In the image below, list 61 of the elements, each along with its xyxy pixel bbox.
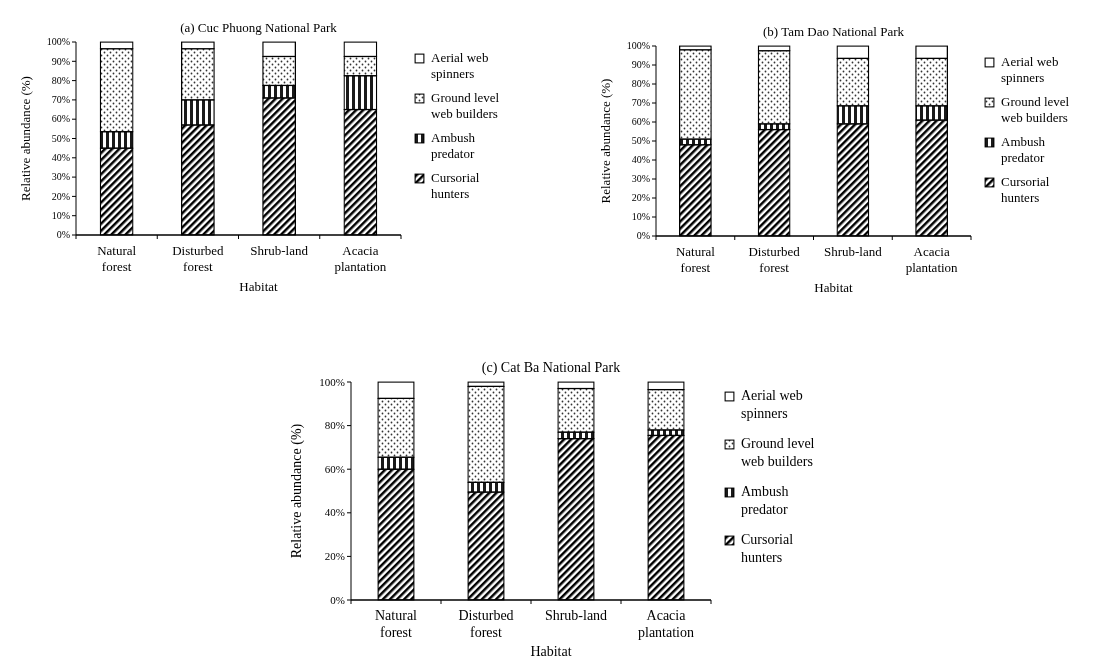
x-tick-label: Acacia plantation xyxy=(905,244,959,275)
chart-title: (c) Cat Ba National Park xyxy=(481,360,621,376)
y-axis-title: Relative abundance (%) xyxy=(289,423,305,559)
chart-title: (b) Tam Dao National Park xyxy=(762,24,905,39)
legend-label: Aerial web spinners xyxy=(1001,54,1059,86)
legend-label: Ground level web builders xyxy=(741,436,815,469)
legend-label: Ambush predator xyxy=(741,484,789,517)
legend-label: Cursorial hunters xyxy=(1001,174,1050,206)
y-tick-label: 80% xyxy=(324,419,345,432)
y-tick-label: 40% xyxy=(324,506,345,519)
x-tick-label: Natural forest xyxy=(375,608,418,640)
y-tick-label: 30% xyxy=(51,171,70,183)
y-tick-label: 0% xyxy=(56,229,70,241)
y-tick-label: 100% xyxy=(319,375,345,388)
legend-label: Aerial web spinners xyxy=(741,388,803,421)
y-tick-label: 60% xyxy=(51,113,70,125)
x-tick-label: Disturbed forest xyxy=(748,244,801,275)
y-tick-label: 10% xyxy=(51,209,70,221)
y-tick-label: 80% xyxy=(631,78,650,90)
legend-label: Ground level web builders xyxy=(1001,94,1070,126)
x-tick-label: Shrub-land xyxy=(823,244,883,259)
x-tick-label: Disturbed forest xyxy=(458,608,514,640)
y-tick-label: 80% xyxy=(51,74,70,86)
y-tick-label: 100% xyxy=(626,40,650,52)
x-tick-label: Natural forest xyxy=(97,243,137,274)
y-tick-label: 10% xyxy=(631,211,650,223)
x-tick-label: Natural forest xyxy=(675,244,716,275)
y-tick-label: 70% xyxy=(51,94,70,106)
legend-label: Aerial web spinners xyxy=(431,50,489,82)
y-tick-label: 100% xyxy=(46,36,70,48)
y-tick-label: 50% xyxy=(51,132,70,144)
x-tick-label: Acacia plantation xyxy=(638,608,694,640)
y-tick-label: 20% xyxy=(631,192,650,204)
y-tick-label: 90% xyxy=(51,55,70,67)
legend-label: Cursorial hunters xyxy=(431,170,480,202)
y-tick-label: 0% xyxy=(636,230,650,242)
x-tick-label: Shrub-land xyxy=(250,243,309,258)
x-axis-title: Habitat xyxy=(239,279,279,294)
x-axis-title: Habitat xyxy=(530,644,572,659)
y-tick-label: 70% xyxy=(631,97,650,109)
y-tick-label: 90% xyxy=(631,59,650,71)
x-tick-label: Disturbed forest xyxy=(172,243,224,274)
y-tick-label: 20% xyxy=(51,190,70,202)
chart-title: (a) Cuc Phuong National Park xyxy=(180,20,338,35)
legend-label: Ambush predator xyxy=(1001,134,1046,166)
y-tick-label: 20% xyxy=(324,549,345,562)
y-tick-label: 30% xyxy=(631,173,650,185)
x-tick-label: Shrub-land xyxy=(544,608,608,623)
y-axis-title: Relative abundance (%) xyxy=(598,78,613,204)
y-tick-label: 50% xyxy=(631,135,650,147)
legend-label: Cursorial hunters xyxy=(741,532,794,565)
legend-label: Ambush predator xyxy=(431,130,476,162)
y-tick-label: 40% xyxy=(51,152,70,163)
y-tick-label: 40% xyxy=(631,154,650,166)
x-axis-title: Habitat xyxy=(814,280,854,295)
y-tick-label: 60% xyxy=(324,462,345,475)
legend-label: Ground level web builders xyxy=(431,90,500,122)
x-tick-label: Acacia plantation xyxy=(334,243,387,274)
y-tick-label: 60% xyxy=(631,116,650,128)
y-tick-label: 0% xyxy=(330,593,345,606)
y-axis-title: Relative abundance (%) xyxy=(18,76,33,201)
